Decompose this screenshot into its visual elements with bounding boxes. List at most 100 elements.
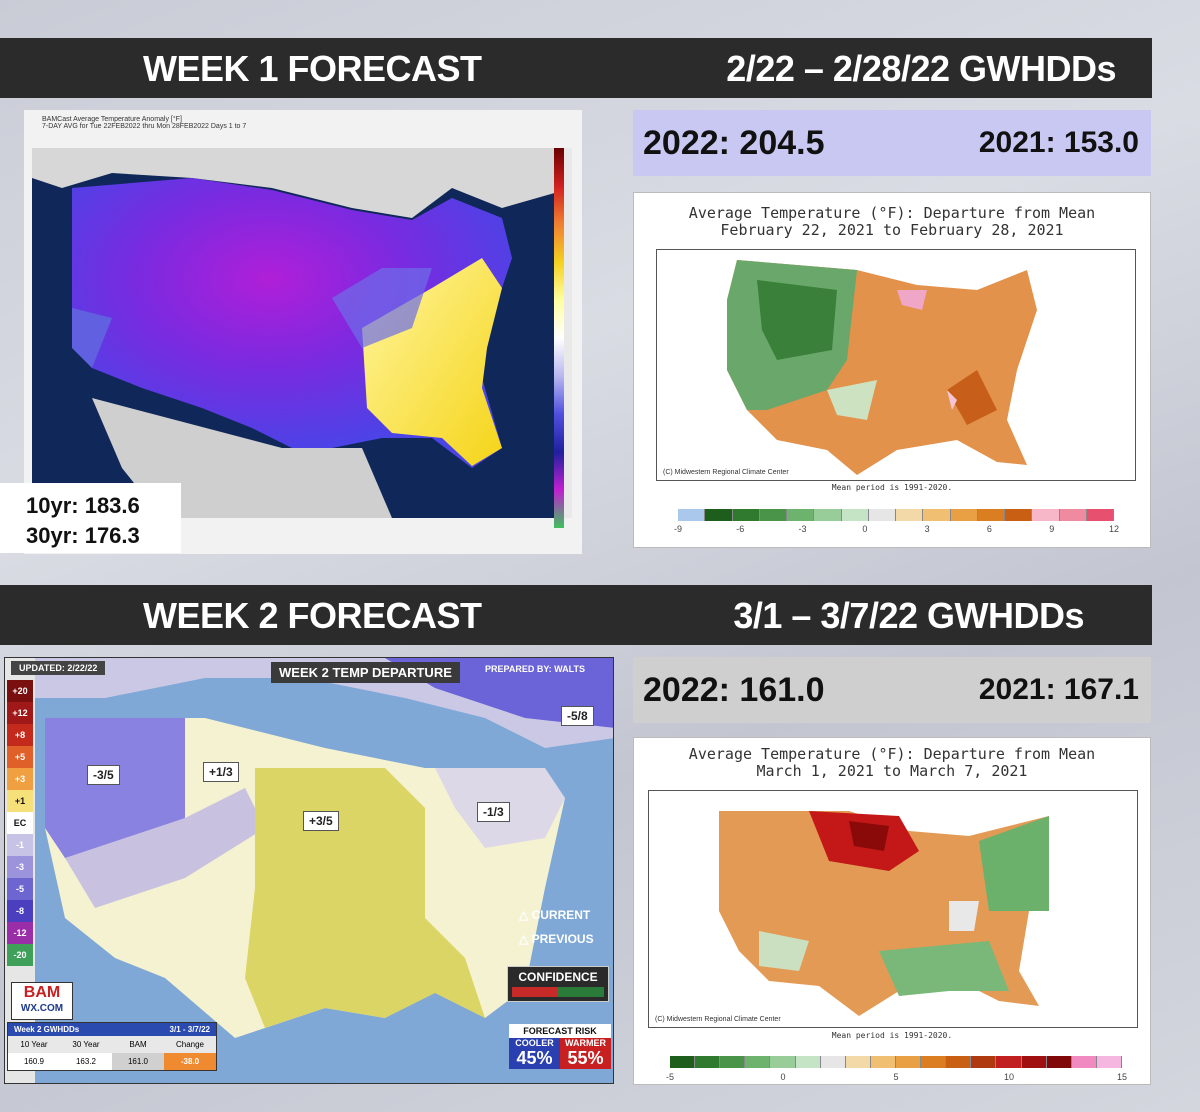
legend-tick: -3 xyxy=(798,524,807,534)
table-value-10yr: 160.9 xyxy=(23,1057,45,1066)
region-label-great-lakes: -1/3 xyxy=(477,802,510,822)
legend-swatch xyxy=(770,1056,796,1068)
legend-tick: 0 xyxy=(862,524,868,534)
scale-step: -1 xyxy=(7,834,33,856)
week1-color-legend xyxy=(678,509,1114,521)
legend-tick: 9 xyxy=(1049,524,1055,534)
confidence-box: CONFIDENCE xyxy=(507,966,609,1002)
legend-swatch xyxy=(946,1056,972,1068)
week2-anomaly-map-frame: (C) Midwestern Regional Climate Center xyxy=(648,790,1138,1028)
cooler-percent: 45% xyxy=(516,1048,553,1068)
legend-tick: 3 xyxy=(924,524,930,534)
week1-credit: (C) Midwestern Regional Climate Center xyxy=(663,469,789,476)
legend-swatch xyxy=(971,1056,997,1068)
week1-title: WEEK 1 FORECAST xyxy=(143,48,482,89)
scale-step: -5 xyxy=(7,878,33,900)
legend-swatch xyxy=(1032,509,1060,521)
current-label: CURRENT xyxy=(531,908,591,922)
week2-anomaly-title: Average Temperature (°F): Departure from… xyxy=(688,745,1096,763)
scale-step: -3 xyxy=(7,856,33,878)
current-indicator-icon: △ xyxy=(519,908,529,922)
legend-swatch xyxy=(787,509,815,521)
legend-swatch xyxy=(1046,1056,1072,1068)
week2-departure-scale: +20 +12 +8 +5 +3 +1 EC -1 -3 -5 -8 -12 -20 xyxy=(7,680,33,966)
legend-swatch xyxy=(759,509,787,521)
legend-swatch xyxy=(678,509,706,521)
logo-bottom: WX.COM xyxy=(20,1003,64,1014)
week2-legend-ticks: -5 0 5 10 15 xyxy=(666,1072,1127,1084)
week1-avg-box: 10yr: 183.6 30yr: 176.3 xyxy=(0,483,181,553)
week1-legend-ticks: -9 -6 -3 0 3 6 9 12 xyxy=(674,524,1119,536)
legend-swatch xyxy=(1071,1056,1097,1068)
forecast-risk-title: FORECAST RISK xyxy=(509,1024,611,1038)
week1-map-scale xyxy=(554,148,564,528)
week1-gwhdd-2021: 2021: 153.0 xyxy=(978,126,1139,159)
avg-10yr: 10yr: 183.6 xyxy=(26,493,140,518)
scale-step: +20 xyxy=(7,680,33,702)
legend-tick: 6 xyxy=(986,524,992,534)
logo-top: BAM xyxy=(23,984,61,1001)
week2-gwhdd-2021: 2021: 167.1 xyxy=(978,673,1139,706)
legend-swatch xyxy=(720,1056,746,1068)
cooler-risk: COOLER 45% xyxy=(509,1038,560,1069)
legend-swatch xyxy=(923,509,951,521)
legend-swatch xyxy=(845,1056,871,1068)
table-value-30yr: 163.2 xyxy=(75,1057,97,1066)
legend-swatch xyxy=(950,509,978,521)
week1-range: 2/22 – 2/28/22 GWHDDs xyxy=(726,48,1116,89)
scale-step: -12 xyxy=(7,922,33,944)
legend-swatch xyxy=(705,509,733,521)
previous-indicator-icon: △ xyxy=(519,932,529,946)
week2-credit: (C) Midwestern Regional Climate Center xyxy=(655,1016,781,1023)
legend-swatch xyxy=(1086,509,1114,521)
scale-step: -20 xyxy=(7,944,33,966)
warmer-risk: WARMER 55% xyxy=(560,1038,611,1069)
legend-swatch xyxy=(795,1056,821,1068)
legend-tick: -6 xyxy=(736,524,745,534)
week2-2021-anomaly-panel: Average Temperature (°F): Departure from… xyxy=(633,737,1151,1085)
confidence-gauge xyxy=(512,987,604,997)
scale-step: -8 xyxy=(7,900,33,922)
table-header-change: Change xyxy=(175,1040,205,1049)
legend-swatch xyxy=(695,1056,721,1068)
table-header-bam: BAM xyxy=(129,1040,147,1049)
confidence-title: CONFIDENCE xyxy=(518,970,598,984)
forecast-risk-box: FORECAST RISK COOLER 45% WARMER 55% xyxy=(509,1024,611,1069)
week1-bamcast-map: BAMCast Average Temperature Anomaly [°F]… xyxy=(0,110,582,554)
legend-tick: 15 xyxy=(1116,1072,1128,1082)
week1-anomaly-title: Average Temperature (°F): Departure from… xyxy=(688,204,1096,222)
legend-tick: -9 xyxy=(673,524,683,534)
legend-swatch xyxy=(1021,1056,1047,1068)
week2-color-legend xyxy=(670,1056,1122,1068)
legend-swatch xyxy=(996,1056,1022,1068)
week2-updated-label: UPDATED: 2/22/22 xyxy=(11,661,106,675)
week1-gwhdd-2022: 2022: 204.5 xyxy=(643,124,825,162)
week2-anomaly-dates: March 1, 2021 to March 7, 2021 xyxy=(756,762,1028,780)
table-title: Week 2 GWHDDs xyxy=(14,1025,80,1034)
legend-swatch xyxy=(814,509,842,521)
scale-step: +5 xyxy=(7,746,33,768)
legend-swatch xyxy=(745,1056,771,1068)
scale-step: EC xyxy=(7,812,33,834)
legend-swatch xyxy=(868,509,896,521)
scale-step: +1 xyxy=(7,790,33,812)
legend-swatch xyxy=(841,509,869,521)
week1-map-subtitle: 7-DAY AVG for Tue 22FEB2022 thru Mon 28F… xyxy=(42,123,247,130)
week2-temp-departure-map: +20 +12 +8 +5 +3 +1 EC -1 -3 -5 -8 -12 -20 UPDATED: … xyxy=(4,657,614,1084)
legend-swatch xyxy=(732,509,760,521)
warmer-percent: 55% xyxy=(567,1048,604,1068)
legend-tick: 12 xyxy=(1108,524,1120,534)
bam-wx-logo: BAM WX.COM xyxy=(11,982,73,1020)
week1-anomaly-map-image: (C) Midwestern Regional Climate Center xyxy=(663,260,1037,476)
cooler-label: COOLER xyxy=(515,1038,554,1048)
week2-gwhdd-2022: 2022: 161.0 xyxy=(643,671,825,709)
previous-legend: △ PREVIOUS xyxy=(519,932,594,946)
table-value-change: -38.0 xyxy=(164,1053,216,1070)
week2-range: 3/1 – 3/7/22 GWHDDs xyxy=(733,595,1084,636)
scale-step: +8 xyxy=(7,724,33,746)
legend-tick: 10 xyxy=(1003,1072,1015,1082)
region-label-northern-rockies: +1/3 xyxy=(203,762,239,782)
week2-mean-period: Mean period is 1991-2020. xyxy=(831,1031,953,1040)
legend-swatch xyxy=(670,1056,696,1068)
week1-header: WEEK 1 FORECAST 2/22 – 2/28/22 GWHDDs xyxy=(0,38,1152,98)
